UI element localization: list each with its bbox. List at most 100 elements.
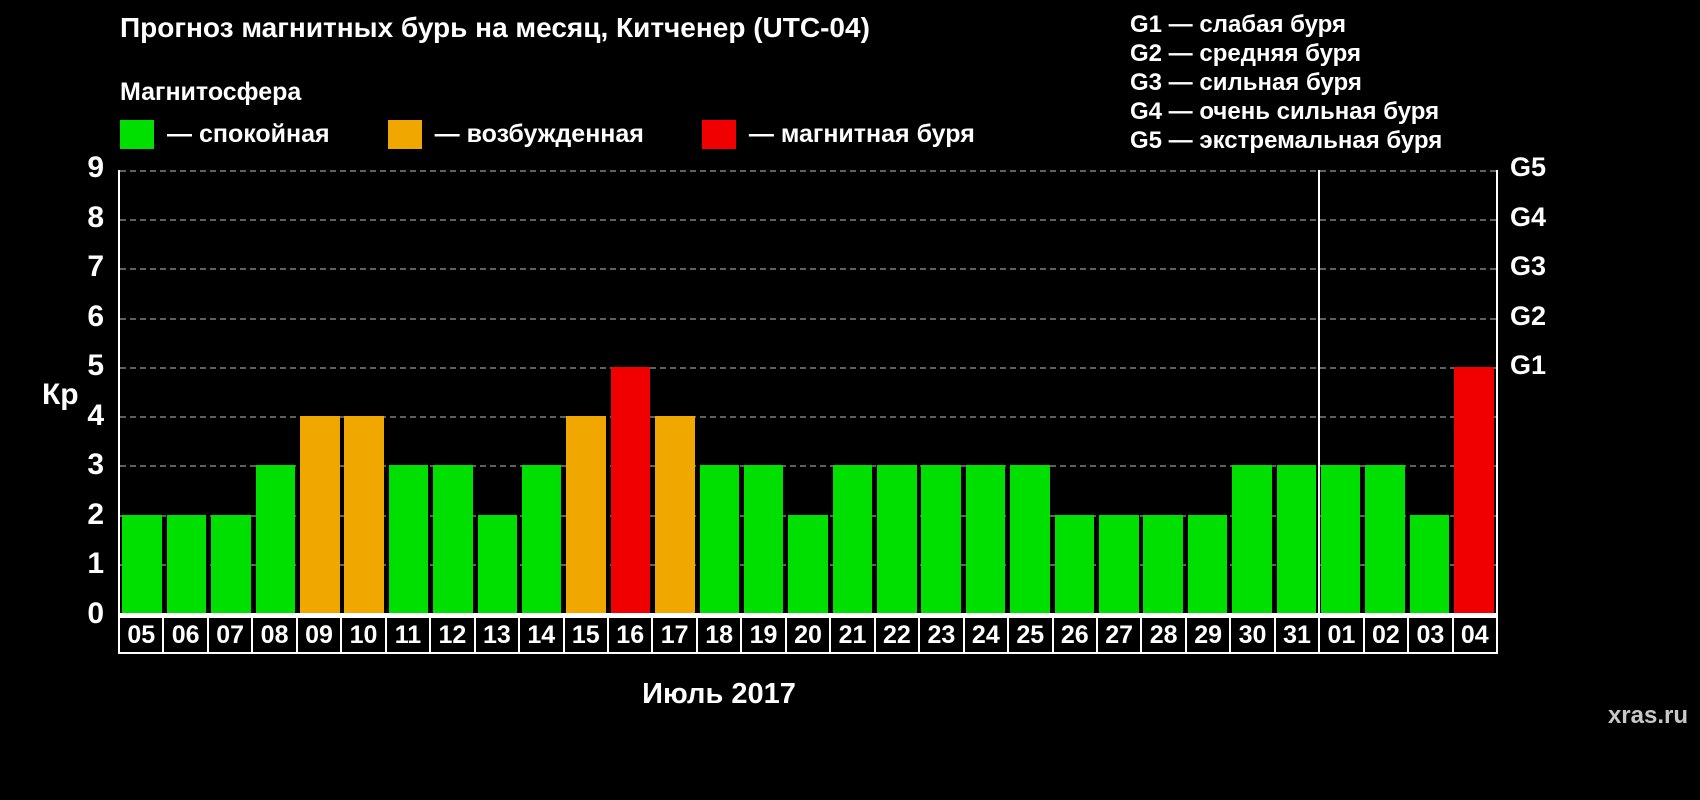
bar-slot-18	[697, 170, 741, 613]
day-label-20: 20	[784, 616, 832, 654]
day-label-28: 28	[1140, 616, 1187, 654]
bars	[120, 170, 1496, 613]
kp-bar-day-31	[1276, 465, 1317, 613]
kp-bar-day-11	[388, 465, 429, 613]
bar-slot-13	[475, 170, 519, 613]
bar-slot-12	[431, 170, 475, 613]
bar-slot-26	[1052, 170, 1096, 613]
day-label-15: 15	[562, 616, 609, 654]
right-tick-g3: G3	[1510, 251, 1547, 282]
kp-bar-day-02	[1365, 465, 1405, 613]
bar-slot-03	[1407, 170, 1451, 613]
kp-bar-day-17	[655, 416, 695, 613]
kp-bar-day-13	[477, 514, 518, 613]
g-scale-legend: G1 — слабая буря G2 — средняя буря G3 — …	[1130, 10, 1442, 155]
month-separator-line	[1318, 170, 1321, 613]
day-label-26: 26	[1051, 616, 1098, 654]
kp-bar-day-07	[211, 514, 251, 613]
gridline-kp-5	[120, 366, 1496, 369]
day-label-14: 14	[518, 616, 565, 654]
day-label-07: 07	[206, 616, 254, 654]
day-label-27: 27	[1095, 616, 1143, 654]
day-label-04: 04	[1451, 616, 1499, 654]
right-tick-g4: G4	[1510, 201, 1547, 232]
day-label-30: 30	[1229, 616, 1276, 654]
day-label-25: 25	[1007, 616, 1054, 654]
chart-title: Прогноз магнитных бурь на месяц, Китчене…	[120, 12, 870, 43]
kp-bar-day-24	[965, 465, 1006, 613]
kp-bar-day-23	[921, 465, 961, 613]
g-legend-line-g5: G5 — экстремальная буря	[1130, 127, 1443, 154]
y-tick-6: 6	[87, 299, 104, 333]
kp-bar-day-14	[521, 465, 562, 613]
kp-bar-day-08	[255, 465, 296, 613]
plot-area	[118, 170, 1498, 616]
bar-slot-14	[520, 170, 564, 613]
kp-bar-day-06	[166, 514, 207, 613]
g-legend-line-g1: G1 — слабая буря	[1130, 11, 1347, 38]
legend-label-excited: — возбужденная	[434, 120, 644, 148]
excited-color-swatch	[387, 120, 422, 149]
day-axis: 05 06 07 08 09 10 11 12 13 14 15 16 17 18 19 20 21 22 23 24…	[118, 616, 1499, 654]
bar-slot-28	[1141, 170, 1185, 613]
gridline-kp-8	[120, 219, 1496, 222]
kp-bar-day-28	[1143, 514, 1183, 613]
kp-bar-day-05	[122, 514, 162, 613]
y-tick-5: 5	[87, 349, 104, 383]
day-label-08: 08	[251, 616, 298, 654]
quiet-color-swatch	[120, 120, 154, 149]
day-label-01: 01	[1318, 616, 1365, 654]
y-tick-2: 2	[87, 497, 104, 531]
kp-bar-day-03	[1409, 514, 1450, 613]
bar-slot-23	[919, 170, 963, 613]
y-tick-1: 1	[87, 547, 104, 581]
y-tick-7: 7	[87, 250, 104, 284]
y-tick-4: 4	[87, 398, 104, 432]
kp-bar-day-16	[610, 366, 651, 613]
day-label-23: 23	[918, 616, 965, 654]
bar-slot-20	[786, 170, 830, 613]
legend-item-quiet: — спокойная	[120, 120, 330, 149]
gridline-kp-4	[120, 416, 1496, 419]
magnetosphere-legend: — спокойная — возбужденная — магнитная б…	[120, 120, 1033, 149]
day-label-13: 13	[473, 616, 521, 654]
day-label-24: 24	[962, 616, 1010, 654]
day-label-03: 03	[1407, 616, 1454, 654]
bar-slot-15	[564, 170, 608, 613]
g-legend-line-g2: G2 — средняя буря	[1130, 40, 1361, 67]
legend-label-storm: — магнитная буря	[748, 120, 975, 148]
right-tick-g2: G2	[1510, 300, 1547, 331]
bar-slot-19	[741, 170, 785, 613]
bar-slot-31	[1274, 170, 1318, 613]
y-tick-9: 9	[87, 151, 104, 184]
kp-bar-day-15	[566, 416, 606, 613]
bar-slot-30	[1230, 170, 1274, 613]
bar-slot-29	[1185, 170, 1229, 613]
bar-slot-07	[209, 170, 253, 613]
kp-bar-day-26	[1054, 514, 1095, 613]
kp-bar-day-22	[877, 465, 917, 613]
bar-slot-08	[253, 170, 297, 613]
day-label-21: 21	[829, 616, 876, 654]
kp-bar-day-21	[832, 465, 873, 613]
bar-slot-25	[1008, 170, 1052, 613]
bar-slot-05	[120, 170, 164, 613]
y-tick-0: 0	[87, 597, 104, 630]
bar-slot-04	[1452, 170, 1496, 613]
kp-bar-day-19	[743, 465, 784, 613]
kp-bar-day-09	[300, 416, 340, 613]
gridline-kp-9	[120, 170, 1496, 172]
gridline-kp-3	[120, 465, 1496, 468]
bar-slot-17	[653, 170, 697, 613]
kp-bar-day-30	[1232, 465, 1272, 613]
storm-color-swatch	[701, 120, 736, 149]
watermark: xras.ru	[1607, 702, 1688, 729]
gridline-kp-7	[120, 268, 1496, 271]
kp-bar-day-12	[433, 465, 473, 613]
right-tick-g1: G1	[1510, 350, 1547, 381]
kp-bar-day-10	[344, 416, 384, 613]
y-tick-8: 8	[87, 200, 104, 234]
bar-slot-01	[1319, 170, 1363, 613]
day-label-10: 10	[340, 616, 387, 654]
day-label-09: 09	[295, 616, 343, 654]
